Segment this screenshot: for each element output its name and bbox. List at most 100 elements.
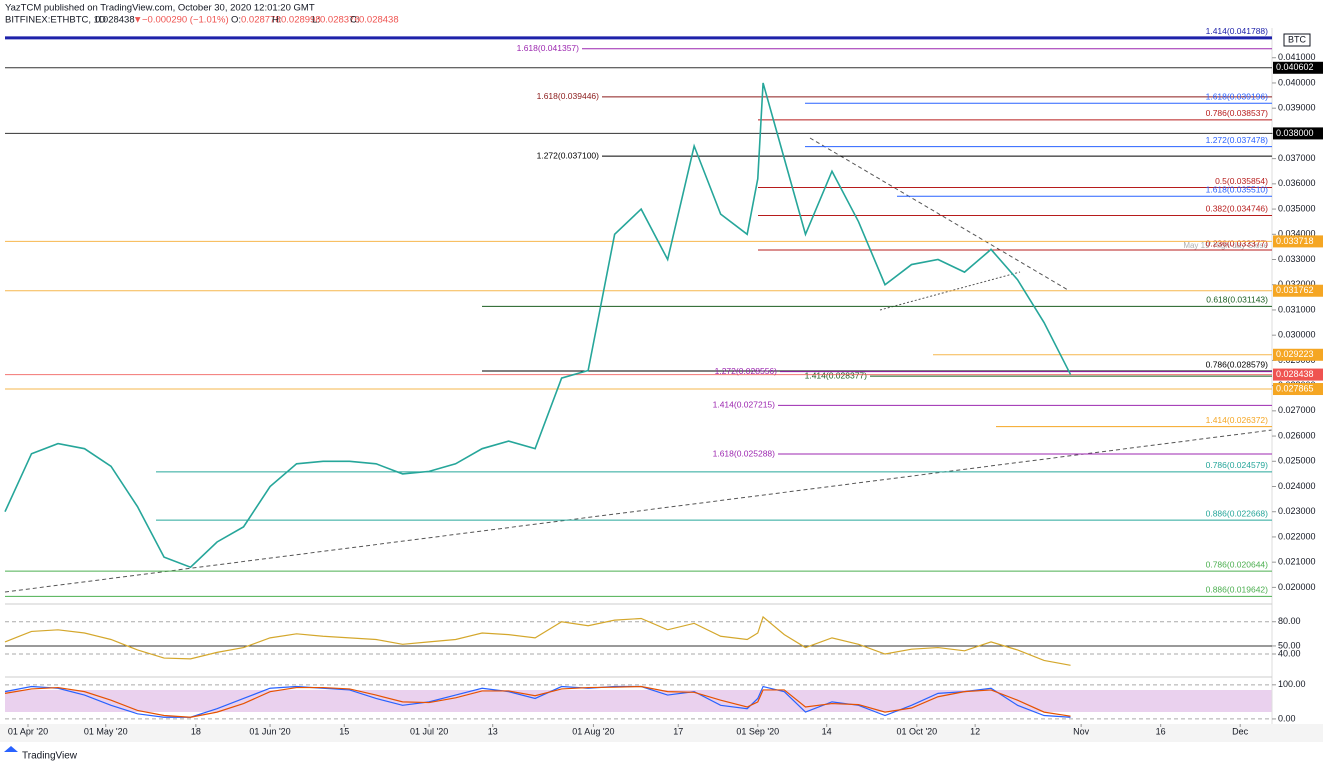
currency-badge [1283,33,1311,47]
y-tick-label: 0.023000 [1278,506,1316,516]
price-badge-label: 0.028438 [1276,369,1314,379]
x-tick-label: Nov [1073,726,1090,736]
y-tick-label: 0.030000 [1278,330,1316,340]
y-tick-label: 0.024000 [1278,481,1316,491]
series-line [4,615,1071,666]
y-tick-label: 0.039000 [1278,103,1316,113]
y-tick-label: 0.037000 [1278,153,1316,163]
open: 0.028778 [241,15,281,26]
price-badge-label: 0.029223 [1276,349,1314,359]
change: −0.000290 (−1.01%) [142,15,229,26]
price-badge [1273,383,1323,396]
fib-label: 0.382(0.034746) [1206,204,1269,214]
x-tick-label: 13 [488,726,498,736]
price-badge [1273,284,1323,297]
last-price: 0.028438 [95,15,135,26]
fib-label: 1.618(0.025288) [713,448,776,458]
x-tick-label: 01 Jul '20 [410,726,448,736]
y-tick-label: 0.036000 [1278,178,1316,188]
fib-label: 1.272(0.028556) [715,366,778,376]
x-tick-label: 01 Sep '20 [736,726,779,736]
trend-line [809,137,1069,291]
y-tick-label: 50.00 [1278,640,1301,650]
y-tick-label: 0.022000 [1278,531,1316,541]
symbol: BITFINEX:ETHBTC, 1D [5,15,106,26]
time-axis [0,724,1323,742]
price-badge [1273,348,1323,361]
y-tick-label: 0.027000 [1278,405,1316,415]
y-tick-label: 0.041000 [1278,52,1316,62]
brand: TradingView [22,751,78,762]
currency: BTC [1288,34,1307,44]
high: 0.028998 [281,15,321,26]
fib-label: 0.786(0.028579) [1206,359,1269,369]
price-badge-label: 0.040602 [1276,62,1314,72]
fib-label: 1.272(0.037478) [1206,135,1269,145]
down-arrow: ▼ [133,15,142,26]
y-tick-label: 0.032000 [1278,279,1316,289]
x-tick-label: 17 [673,726,683,736]
x-tick-label: 01 Oct '20 [896,726,937,736]
y-tick-label: 0.031000 [1278,304,1316,314]
fib-label: 1.618(0.041357) [517,43,580,53]
fib-label: 1.618(0.039196) [1206,91,1269,101]
x-tick-label: 12 [970,726,980,736]
close: 0.028438 [359,15,399,26]
price-badge-label: 0.038000 [1276,128,1314,138]
x-tick-label: 18 [191,726,201,736]
y-tick-label: 0.034000 [1278,229,1316,239]
publisher: YazTCM published on TradingView.com, Oct… [5,3,315,14]
price-badge-label: 0.027865 [1276,383,1314,393]
x-tick-label: 14 [822,726,832,736]
low: 0.028376 [320,15,360,26]
fib-label: 0.786(0.020644) [1206,559,1269,569]
x-tick-label: 15 [339,726,349,736]
series-line [4,685,1071,718]
fib-label: 1.414(0.026372) [1206,415,1269,425]
y-tick-label: 40.00 [1278,648,1301,658]
note: May 19' High-day Close [1183,241,1268,250]
y-tick-label: 80.00 [1278,616,1301,626]
fib-label: 0.618(0.031143) [1206,295,1268,305]
x-tick-label: 16 [1156,726,1166,736]
series-line [4,82,1072,569]
price-badge-label: 0.031762 [1276,285,1314,295]
fib-label: 1.414(0.027215) [713,400,776,410]
y-tick-label: 0.026000 [1278,430,1316,440]
price-badge [1273,127,1323,140]
x-tick-label: Dec [1232,726,1249,736]
y-tick-label: 0.025000 [1278,456,1316,466]
y-tick-label: 0.033000 [1278,254,1316,264]
price-badge [1273,61,1323,74]
open-label: O: [231,15,241,26]
x-tick-label: 01 Aug '20 [572,726,614,736]
fib-label: 0.786(0.024579) [1206,460,1269,470]
stoch-band [5,690,1272,712]
x-tick-label: 01 Jun '20 [249,726,290,736]
close-label: C: [350,15,360,26]
low-label: L: [312,15,320,26]
fib-label: 1.414(0.041788) [1206,26,1269,36]
fib-label: 0.236(0.033377) [1206,238,1269,248]
fib-label: 1.618(0.035510) [1206,184,1269,194]
x-tick-label: 01 May '20 [84,726,128,736]
fib-label: 0.786(0.038537) [1206,108,1269,118]
price-badge-label: 0.033718 [1276,236,1314,246]
y-tick-label: 0.020000 [1278,582,1316,592]
fib-label: 1.414(0.028377) [805,370,868,380]
y-tick-label: 0.035000 [1278,203,1316,213]
price-badge [1273,235,1323,248]
y-tick-label: 100.00 [1278,679,1306,689]
fib-label: 0.5(0.035854) [1215,176,1268,186]
fib-label: 1.618(0.039446) [537,91,600,101]
y-tick-label: 0.040000 [1278,77,1316,87]
y-tick-label: 0.021000 [1278,557,1316,567]
fib-label: 0.886(0.019642) [1206,585,1269,595]
high-label: H: [272,15,282,26]
x-tick-label: 01 Apr '20 [8,726,48,736]
logo [4,746,18,752]
fib-label: 1.272(0.037100) [537,150,600,160]
fib-label: 0.886(0.022668) [1206,508,1269,518]
